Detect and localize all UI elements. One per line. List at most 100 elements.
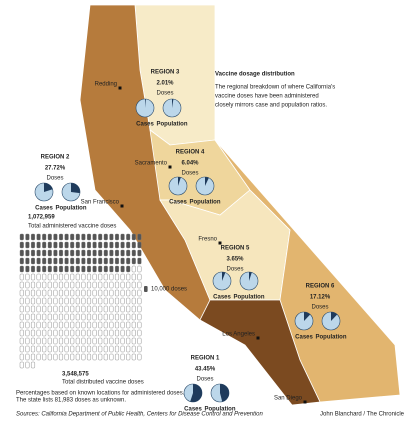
dose-icon xyxy=(109,345,114,353)
dose-icon xyxy=(19,337,24,345)
dose-icon xyxy=(25,361,30,369)
note: Percentages based on known locations for… xyxy=(16,391,185,397)
dose-icon xyxy=(31,321,36,329)
dose-icon xyxy=(86,313,91,321)
dose-icon xyxy=(31,353,36,361)
dose-icon xyxy=(126,353,131,361)
pie-wedge xyxy=(220,384,229,402)
dose-icon xyxy=(42,353,47,361)
dose-icon xyxy=(31,273,36,281)
region-area xyxy=(199,299,321,406)
dose-icon xyxy=(120,305,125,313)
dose-icon xyxy=(92,313,97,321)
doses-label: Doses xyxy=(46,176,63,182)
dose-icon xyxy=(120,249,125,257)
dose-icon xyxy=(109,249,114,257)
dose-icon xyxy=(81,281,86,289)
dose-icon xyxy=(31,289,36,297)
dose-icon xyxy=(126,289,131,297)
dose-icon xyxy=(137,337,142,345)
legend-label: 10,000 doses xyxy=(151,287,187,293)
dose-icon xyxy=(42,257,47,265)
dose-icon xyxy=(137,257,142,265)
dose-icon xyxy=(19,297,24,305)
dose-icon xyxy=(25,289,30,297)
dose-icon xyxy=(70,297,75,305)
dose-icon xyxy=(120,337,125,345)
dose-icon xyxy=(47,265,52,273)
dose-icon xyxy=(59,345,64,353)
dose-icon xyxy=(42,249,47,257)
dose-icon xyxy=(47,345,52,353)
dose-icon xyxy=(103,265,108,273)
dose-icon xyxy=(81,337,86,345)
dose-icon xyxy=(131,241,136,249)
dose-icon xyxy=(19,305,24,313)
dose-icon xyxy=(47,281,52,289)
city-label: Fresno xyxy=(198,237,217,243)
note: The state lists 81,983 doses as unknown. xyxy=(16,398,126,404)
pie-label: Population xyxy=(316,335,347,341)
pie-wedge xyxy=(205,177,209,186)
pie-label: Population xyxy=(205,407,236,413)
dose-icon xyxy=(25,257,30,265)
city-dot xyxy=(118,86,122,90)
dose-icon xyxy=(131,249,136,257)
dose-icon xyxy=(47,233,52,241)
dose-icon xyxy=(19,321,24,329)
dose-icon xyxy=(109,281,114,289)
pie-label: Population xyxy=(56,206,87,212)
pie-label: Cases xyxy=(295,335,313,341)
dose-icon xyxy=(131,233,136,241)
dose-icon xyxy=(103,313,108,321)
dose-icon xyxy=(42,305,47,313)
dose-icon xyxy=(64,281,69,289)
dose-icon xyxy=(126,273,131,281)
region-name: REGION 2 xyxy=(41,155,70,161)
dose-icon xyxy=(137,233,142,241)
dose-icon xyxy=(70,337,75,345)
dose-icon xyxy=(75,353,80,361)
dose-icon xyxy=(64,273,69,281)
dose-icon xyxy=(103,297,108,305)
dose-icon xyxy=(126,321,131,329)
dose-icon xyxy=(75,281,80,289)
dose-icon xyxy=(25,313,30,321)
dose-icon xyxy=(25,265,30,273)
dose-icon xyxy=(75,289,80,297)
dose-icon xyxy=(109,353,114,361)
subtitle: The regional breakdown of where Californ… xyxy=(215,85,335,91)
dose-icon xyxy=(19,249,24,257)
dose-icon xyxy=(42,313,47,321)
dose-icon xyxy=(31,257,36,265)
dose-icon xyxy=(98,281,103,289)
dose-icon xyxy=(131,273,136,281)
dose-icon xyxy=(126,257,131,265)
dose-icon xyxy=(137,289,142,297)
city-dot xyxy=(256,336,260,340)
dose-icon xyxy=(25,281,30,289)
dose-icon xyxy=(86,249,91,257)
dose-icon xyxy=(59,329,64,337)
dose-icon xyxy=(103,345,108,353)
dose-icon xyxy=(81,345,86,353)
dose-icon xyxy=(75,313,80,321)
dose-icon xyxy=(75,337,80,345)
dose-icon xyxy=(70,265,75,273)
dose-icon xyxy=(86,289,91,297)
dose-icon xyxy=(31,313,36,321)
dose-icon xyxy=(92,265,97,273)
dose-icon xyxy=(120,297,125,305)
dose-icon xyxy=(25,249,30,257)
dose-icon xyxy=(31,345,36,353)
dose-icon xyxy=(137,305,142,313)
dose-icon xyxy=(114,233,119,241)
dose-icon xyxy=(98,265,103,273)
dose-icon xyxy=(53,265,58,273)
dose-icon xyxy=(81,329,86,337)
dose-icon xyxy=(36,313,41,321)
dose-icon xyxy=(25,241,30,249)
dose-icon xyxy=(131,281,136,289)
dose-icon xyxy=(98,305,103,313)
dose-icon xyxy=(53,337,58,345)
